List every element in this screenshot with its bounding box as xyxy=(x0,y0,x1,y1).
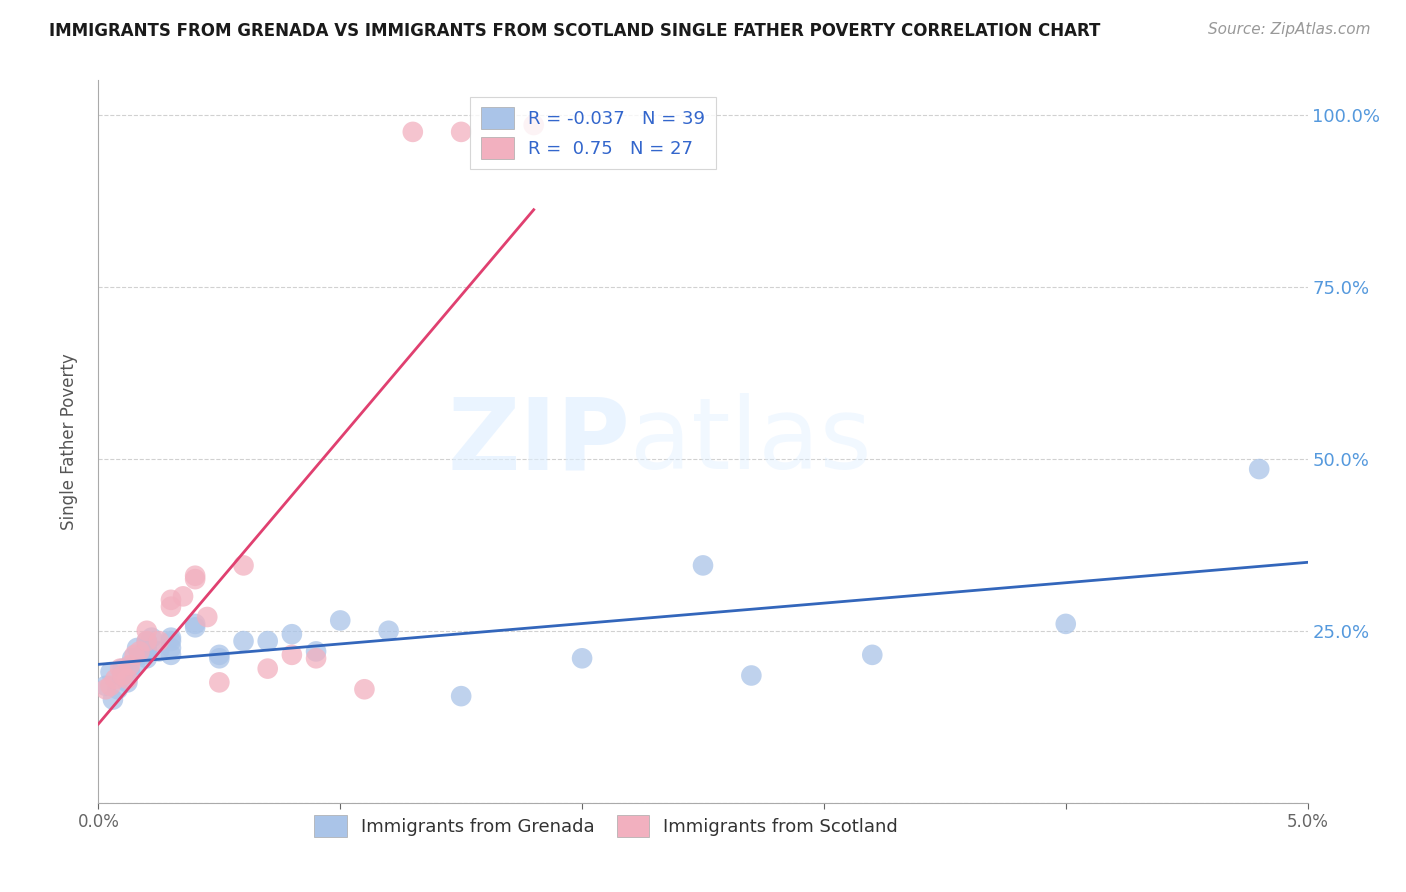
Point xyxy=(305,644,328,658)
Point xyxy=(184,572,207,586)
Point xyxy=(111,662,134,676)
Point xyxy=(135,634,157,648)
Point xyxy=(353,682,375,697)
Point xyxy=(141,631,163,645)
Point xyxy=(160,640,183,655)
Point xyxy=(692,558,714,573)
Point xyxy=(101,692,124,706)
Point xyxy=(127,640,149,655)
Point xyxy=(104,672,127,686)
Point xyxy=(118,665,141,679)
Point xyxy=(148,634,170,648)
Y-axis label: Single Father Poverty: Single Father Poverty xyxy=(59,353,77,530)
Point xyxy=(121,651,143,665)
Text: ZIP: ZIP xyxy=(447,393,630,490)
Point xyxy=(160,592,183,607)
Point xyxy=(281,648,304,662)
Legend: Immigrants from Grenada, Immigrants from Scotland: Immigrants from Grenada, Immigrants from… xyxy=(307,808,905,845)
Point xyxy=(148,644,170,658)
Point xyxy=(108,662,131,676)
Text: Source: ZipAtlas.com: Source: ZipAtlas.com xyxy=(1208,22,1371,37)
Point xyxy=(1054,616,1077,631)
Point xyxy=(256,634,278,648)
Point xyxy=(329,614,352,628)
Point xyxy=(100,665,122,679)
Point xyxy=(111,668,134,682)
Point xyxy=(523,118,546,132)
Point xyxy=(94,679,117,693)
Point xyxy=(160,599,183,614)
Point xyxy=(160,648,183,662)
Point xyxy=(124,648,146,662)
Point xyxy=(160,634,183,648)
Point xyxy=(184,616,207,631)
Point xyxy=(135,651,157,665)
Point xyxy=(118,658,141,673)
Point xyxy=(1249,462,1271,476)
Point xyxy=(100,679,122,693)
Point xyxy=(208,651,231,665)
Text: atlas: atlas xyxy=(630,393,872,490)
Point xyxy=(208,675,231,690)
Point xyxy=(172,590,194,604)
Point xyxy=(305,651,328,665)
Point xyxy=(208,648,231,662)
Point xyxy=(232,558,254,573)
Point xyxy=(107,682,129,697)
Point xyxy=(111,668,134,682)
Point xyxy=(377,624,399,638)
Point xyxy=(256,662,278,676)
Point xyxy=(450,689,472,703)
Point xyxy=(281,627,304,641)
Point xyxy=(135,640,157,655)
Point xyxy=(124,658,146,673)
Point xyxy=(135,634,157,648)
Point xyxy=(195,610,218,624)
Point xyxy=(135,644,157,658)
Point xyxy=(184,620,207,634)
Text: IMMIGRANTS FROM GRENADA VS IMMIGRANTS FROM SCOTLAND SINGLE FATHER POVERTY CORREL: IMMIGRANTS FROM GRENADA VS IMMIGRANTS FR… xyxy=(49,22,1101,40)
Point xyxy=(450,125,472,139)
Point xyxy=(117,675,139,690)
Point xyxy=(160,631,183,645)
Point xyxy=(135,624,157,638)
Point xyxy=(740,668,762,682)
Point xyxy=(571,651,593,665)
Point xyxy=(402,125,425,139)
Point xyxy=(128,644,150,658)
Point xyxy=(860,648,883,662)
Point xyxy=(94,682,117,697)
Point xyxy=(131,648,153,662)
Point xyxy=(232,634,254,648)
Point xyxy=(117,672,139,686)
Point xyxy=(184,568,207,582)
